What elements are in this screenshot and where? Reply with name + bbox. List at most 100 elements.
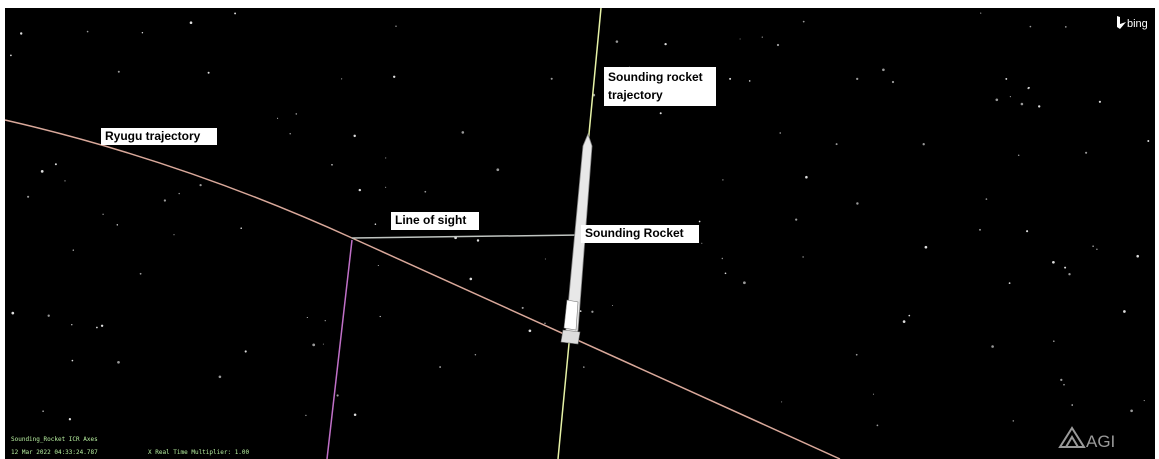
status-axes: Sounding_Rocket ICR Axes <box>11 436 98 443</box>
star <box>521 306 524 309</box>
rocket-fins <box>560 329 581 345</box>
star <box>353 413 357 416</box>
star <box>277 117 279 119</box>
star <box>96 326 98 329</box>
stars <box>10 12 1150 427</box>
star <box>528 329 532 333</box>
star <box>178 192 180 195</box>
label-box <box>391 212 479 230</box>
status-multiplier: X Real Time Multiplier: 1.00 <box>148 449 250 456</box>
star <box>20 32 23 35</box>
agi-logo: AGI <box>1058 426 1115 451</box>
star <box>71 324 73 326</box>
ryugu-label: Ryugu trajectory <box>105 129 201 143</box>
star <box>100 324 104 327</box>
agi-icon <box>1058 426 1086 448</box>
star <box>698 220 701 223</box>
rocket-trajectory-label: Sounding rocket trajectory <box>604 67 716 106</box>
star <box>1064 266 1067 269</box>
star <box>1008 282 1011 284</box>
star <box>461 131 465 134</box>
star <box>579 310 582 313</box>
star <box>856 202 859 205</box>
star <box>42 410 44 412</box>
star <box>779 132 781 134</box>
star <box>341 78 343 80</box>
star <box>724 272 727 275</box>
star <box>295 113 298 115</box>
rocket-trajectory-label-box: Sounding rocket trajectory <box>604 67 716 106</box>
star <box>240 227 242 229</box>
star <box>199 183 202 187</box>
star <box>72 249 74 251</box>
star <box>1130 409 1133 413</box>
star <box>979 228 981 231</box>
star <box>336 394 339 397</box>
star <box>86 30 89 33</box>
star <box>781 401 783 403</box>
star <box>701 242 703 244</box>
star <box>68 418 72 421</box>
star <box>385 157 387 159</box>
star <box>1052 260 1055 264</box>
star <box>424 190 427 193</box>
star <box>776 43 780 47</box>
star <box>664 42 667 46</box>
star <box>1064 26 1067 28</box>
rocket-model <box>560 132 593 345</box>
star <box>163 199 167 202</box>
star <box>1068 273 1071 276</box>
star <box>116 224 119 226</box>
star <box>1063 383 1065 386</box>
star <box>1092 245 1094 247</box>
star <box>1060 378 1063 382</box>
star <box>324 320 326 322</box>
star <box>544 322 546 325</box>
star <box>476 239 480 242</box>
star <box>40 170 44 173</box>
bing-text: bing <box>1127 18 1148 30</box>
star <box>1026 230 1029 233</box>
star <box>856 77 859 81</box>
star <box>882 68 885 72</box>
rocket-stage <box>563 299 579 331</box>
ryugu-trajectory-line <box>4 119 841 459</box>
star <box>1085 151 1088 154</box>
star <box>234 12 237 15</box>
star <box>117 360 120 364</box>
star <box>117 70 120 73</box>
bing-logo: bing <box>1117 16 1148 30</box>
star <box>395 25 397 28</box>
star <box>1009 96 1011 98</box>
star <box>876 424 879 427</box>
star <box>173 234 175 236</box>
star <box>743 281 746 285</box>
star <box>1098 100 1101 103</box>
star <box>855 353 858 356</box>
star <box>659 112 662 115</box>
star <box>1012 420 1015 422</box>
star <box>985 198 988 200</box>
star <box>244 350 247 353</box>
star <box>141 31 144 34</box>
label-box <box>581 225 699 243</box>
star <box>102 213 104 216</box>
line-of-sight-label: Line of sight <box>395 213 466 227</box>
star <box>1020 102 1024 106</box>
star <box>802 256 804 258</box>
star <box>611 304 614 307</box>
star <box>729 77 732 80</box>
star <box>544 258 546 260</box>
star <box>439 366 441 368</box>
star <box>1017 154 1020 157</box>
star <box>721 257 723 260</box>
star <box>924 245 928 249</box>
star <box>995 98 999 102</box>
star <box>1123 310 1126 313</box>
rocket-label: Sounding Rocket <box>585 226 684 240</box>
label-box <box>101 128 217 145</box>
star <box>1096 248 1098 250</box>
star <box>872 393 875 395</box>
star <box>1029 25 1032 28</box>
